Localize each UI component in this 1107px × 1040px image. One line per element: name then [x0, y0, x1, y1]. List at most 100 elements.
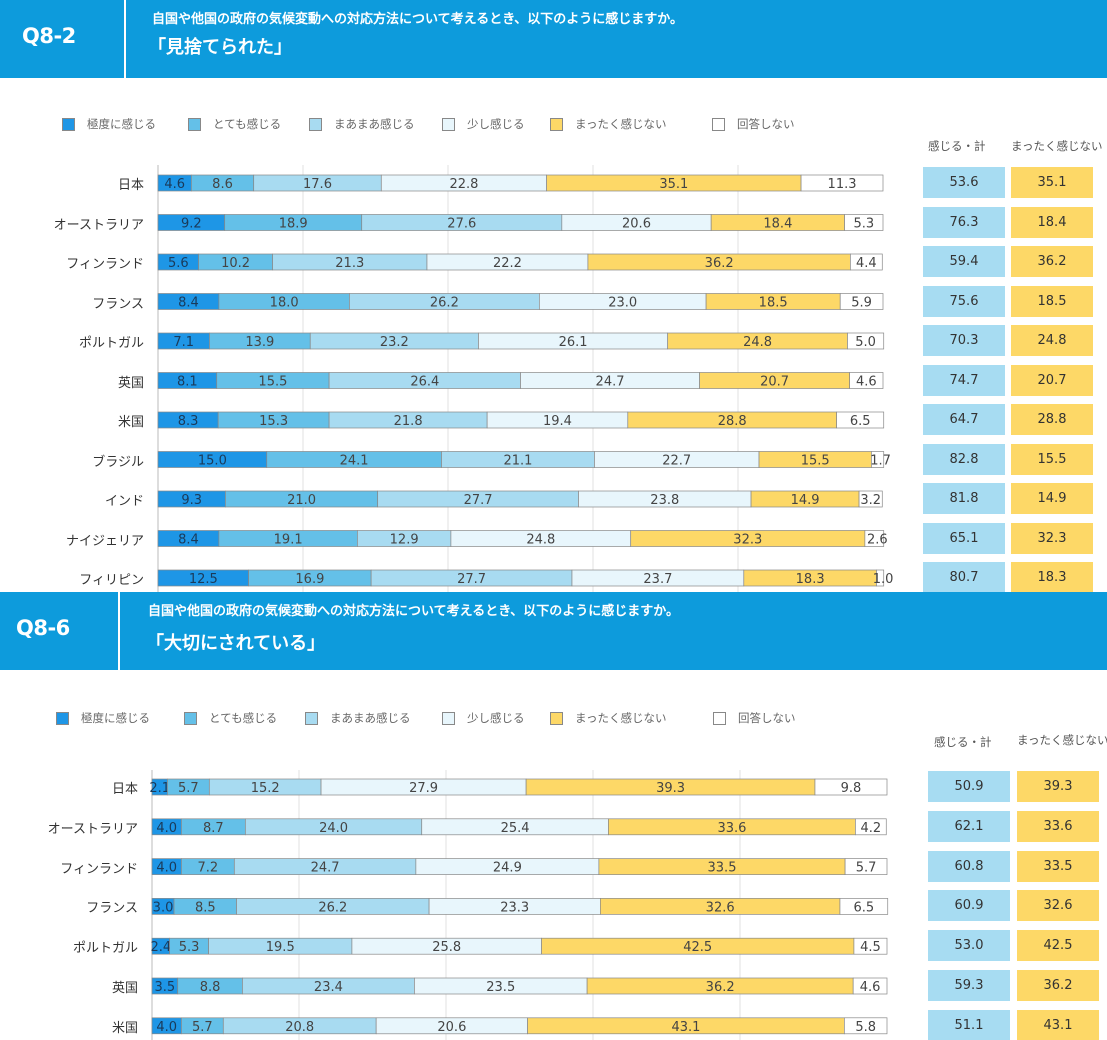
data-label: 6.5: [854, 900, 875, 915]
data-label: 3.5: [155, 980, 176, 995]
bar-segment: [800, 174, 884, 192]
bar-plot: 2.1 5.7 15.2 27.9 39.3 9.8 4.0 8.7 24.0 25.4 33.6 4…: [149, 770, 889, 1040]
data-label: 1.0: [873, 572, 894, 587]
category-label: 米国: [117, 415, 144, 430]
feel-total-cell: 64.7: [923, 404, 1005, 435]
data-label: 4.6: [856, 375, 877, 390]
legend-label: 回答しない: [737, 117, 795, 131]
bar-segment: [858, 490, 883, 508]
data-label: 23.4: [314, 980, 343, 995]
not-at-all-cell: 36.2: [1017, 970, 1099, 1001]
data-label: 3.2: [860, 493, 881, 508]
data-label: 20.8: [285, 1020, 314, 1035]
legend-swatch: [188, 118, 201, 131]
data-label: 2.4: [150, 940, 171, 955]
not-at-all-cell: 20.7: [1011, 364, 1093, 396]
question-text: 自国や他国の政府の気候変動への対応方法について考えるとき、以下のように感じますか…: [152, 12, 684, 27]
data-label: 12.5: [189, 572, 218, 587]
data-label: 15.3: [259, 414, 288, 429]
category-label: フランス: [86, 901, 138, 917]
feel-total-cell: 75.6: [923, 285, 1005, 317]
data-label: 36.2: [706, 980, 735, 995]
not-at-all-cell: 42.5: [1017, 930, 1099, 962]
data-label: 4.0: [156, 821, 177, 836]
data-label: 25.4: [501, 821, 530, 836]
feel-total-cell: 50.9: [928, 771, 1010, 802]
data-label: 5.7: [856, 861, 877, 876]
legend-label: まあまあ感じる: [330, 711, 411, 725]
data-label: 20.6: [622, 217, 651, 232]
feel-total-cell: 53.0: [928, 930, 1010, 962]
data-label: 21.3: [335, 256, 364, 271]
category-label: フランス: [92, 296, 144, 312]
feel-total-cell: 82.8: [923, 443, 1005, 475]
data-label: 18.5: [759, 296, 788, 311]
data-label: 9.2: [181, 217, 202, 232]
data-label: 8.6: [212, 177, 233, 192]
data-label: 10.2: [221, 256, 250, 271]
legend-label: まったく感じない: [575, 711, 667, 725]
legend-label: 極度に感じる: [81, 711, 150, 725]
data-label: 22.8: [449, 177, 478, 192]
feel-total-cell: 59.3: [928, 970, 1010, 1001]
data-label: 4.0: [156, 1020, 177, 1035]
data-label: 32.3: [733, 533, 762, 548]
data-label: 24.8: [526, 533, 555, 548]
feel-total-cell: 76.3: [923, 206, 1005, 238]
data-label: 5.6: [168, 256, 189, 271]
category-label: ナイジェリア: [65, 533, 144, 549]
bar-segment: [847, 332, 885, 350]
data-label: 23.7: [643, 572, 672, 587]
data-label: 8.8: [200, 980, 221, 995]
data-label: 4.6: [164, 177, 185, 192]
category-label: 英国: [117, 375, 144, 391]
bar-segment: [844, 214, 884, 231]
data-label: 23.8: [650, 493, 679, 508]
legend-label: とても感じる: [209, 711, 278, 725]
data-label: 5.3: [179, 940, 200, 955]
category-label: インド: [104, 494, 144, 509]
feel-total-cell: 65.1: [923, 522, 1005, 554]
legend-swatch: [712, 118, 725, 131]
data-label: 8.4: [178, 533, 199, 548]
data-label: 8.3: [178, 414, 199, 429]
data-label: 19.5: [266, 940, 295, 955]
data-label: 20.6: [437, 1020, 466, 1035]
data-label: 5.3: [853, 217, 874, 232]
data-label: 33.6: [717, 821, 746, 836]
feel-total-cell: 74.7: [923, 364, 1005, 396]
data-label: 26.4: [410, 375, 439, 390]
legend-swatch: [305, 712, 318, 725]
bar-segment: [876, 569, 885, 587]
question-header: Q8-6 自国や他国の政府の気候変動への対応方法について考えるとき、以下のように…: [0, 592, 1107, 670]
bar-segment: [852, 977, 888, 995]
col-header-not-at-all: まったく感じない: [1011, 139, 1103, 153]
data-label: 13.9: [245, 335, 274, 350]
legend-label: 回答しない: [738, 711, 796, 725]
legend-swatch: [550, 712, 563, 725]
bar-segment: [871, 451, 885, 468]
data-label: 5.9: [851, 296, 872, 311]
data-label: 26.2: [318, 900, 347, 915]
category-label: 日本: [111, 782, 138, 797]
legend-swatch: [550, 118, 563, 131]
feel-total-cell: 60.9: [928, 890, 1010, 922]
data-label: 21.1: [503, 454, 532, 469]
bar-segment: [850, 253, 883, 271]
not-at-all-cell: 32.3: [1011, 522, 1093, 554]
chart-title: 「見捨てられた」: [148, 37, 292, 58]
data-label: 24.7: [311, 861, 340, 876]
legend-swatch: [442, 118, 455, 131]
not-at-all-cell: 28.8: [1011, 404, 1093, 435]
legend-label: まったく感じない: [575, 117, 667, 131]
bar-segment: [844, 858, 888, 875]
data-label: 18.0: [270, 296, 299, 311]
legend-swatch: [62, 118, 75, 131]
feel-total-cell: 81.8: [923, 483, 1005, 514]
data-label: 18.3: [796, 572, 825, 587]
category-label: フィンランド: [66, 257, 144, 272]
category-label: 米国: [111, 1020, 138, 1036]
bar-segment: [839, 898, 889, 915]
data-label: 19.4: [543, 414, 572, 429]
legend-label: 少し感じる: [467, 117, 525, 131]
